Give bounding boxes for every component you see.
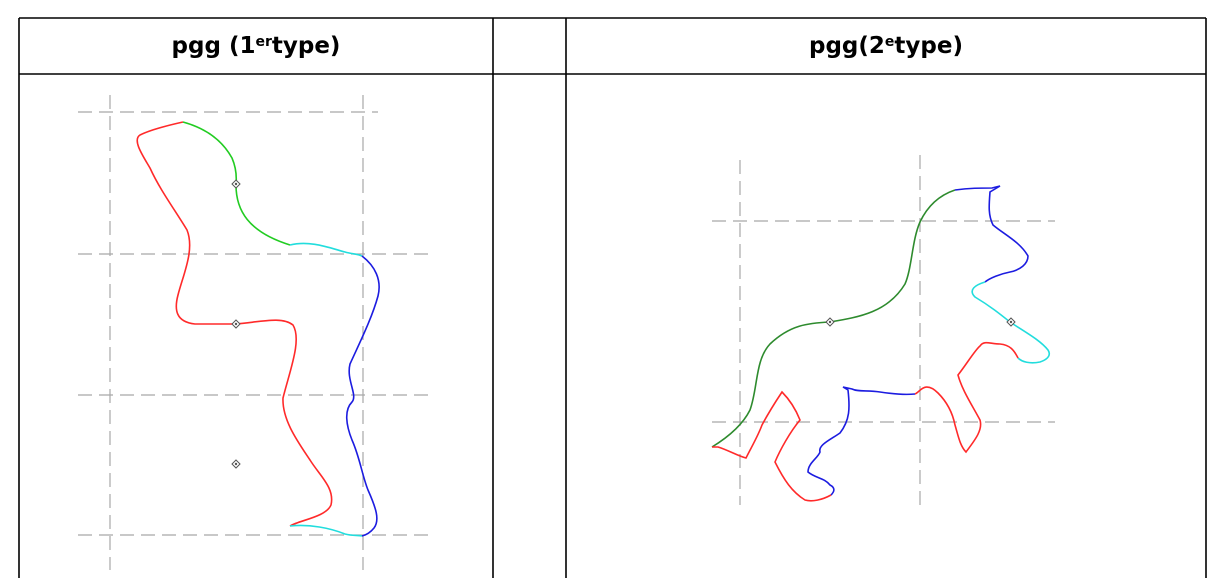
red-curve [136, 121, 333, 527]
header-pgg-type2-base: pgg(2 [809, 33, 885, 59]
header-pgg-type1-base: pgg (1 [171, 33, 256, 59]
green-curve [182, 121, 291, 246]
red-curve-front-legs [914, 341, 1019, 454]
pgg-type2-diagram [711, 155, 1055, 505]
cyan-curve-bottom [289, 524, 363, 537]
header-pgg-type1: pgg (1 er type) [171, 33, 341, 59]
header-pgg-type2: pgg(2 e type) [809, 33, 963, 59]
guide-lines [78, 95, 432, 570]
red-curve-back-legs [712, 390, 832, 502]
pgg-type1-diagram [78, 95, 432, 570]
guide-lines [712, 155, 1055, 505]
green-curve [711, 189, 956, 448]
header-pgg-type1-rest: type) [271, 33, 341, 59]
cyan-curve [971, 281, 1051, 364]
header-pgg-type2-rest: type) [894, 33, 963, 59]
marker-points [231, 179, 241, 469]
blue-curve [345, 255, 380, 537]
cyan-curve-top [289, 242, 363, 257]
blue-curve-head [954, 185, 1029, 283]
blue-curve-legs [807, 386, 916, 496]
